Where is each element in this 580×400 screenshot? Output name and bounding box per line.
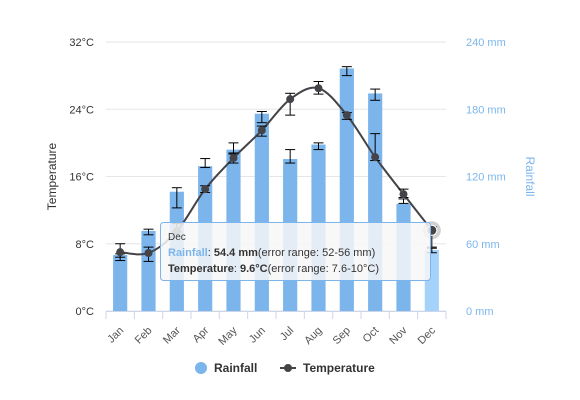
- rainfall-error-bar: [341, 66, 352, 77]
- x-tick-label: Oct: [361, 325, 382, 346]
- tooltip-temperature-range: (error range: 7.6-10°C): [268, 263, 379, 275]
- tooltip-rainfall-value: 54.4 mm: [214, 247, 258, 259]
- tooltip-rainfall-line: Rainfall: 54.4 mm(error range: 52-56 mm): [168, 247, 375, 259]
- rainfall-bar[interactable]: [113, 255, 128, 311]
- rainfall-bar[interactable]: [254, 113, 269, 311]
- tooltip-rainfall-range: (error range: 52-56 mm): [258, 247, 375, 259]
- legend-item-rainfall[interactable]: Rainfall: [195, 361, 257, 375]
- temperature-point[interactable]: [144, 248, 153, 257]
- rainfall-error-bar: [143, 228, 154, 236]
- y-left-tick-label: 16°C: [69, 172, 94, 184]
- temperature-point[interactable]: [201, 185, 210, 194]
- legend-item-temperature[interactable]: Temperature: [280, 361, 375, 375]
- y-right-tick-label: 180 mm: [466, 104, 506, 116]
- y-right-tick-label: 60 mm: [466, 239, 500, 251]
- tooltip: Dec Rainfall: 54.4 mm(error range: 52-56 …: [160, 222, 431, 281]
- y-right-tick-label: 0 mm: [466, 306, 494, 318]
- temperature-point[interactable]: [399, 190, 408, 199]
- temperature-point[interactable]: [257, 126, 266, 135]
- temperature-point[interactable]: [116, 248, 125, 257]
- y-right-tick-label: 240 mm: [466, 37, 506, 49]
- x-tick-label: Sep: [331, 325, 353, 347]
- rainfall-error-bar: [256, 110, 267, 124]
- x-tick-label: Jun: [247, 325, 268, 346]
- y-left-tick-label: 24°C: [69, 104, 94, 116]
- y-right-axis-title: Rainfall: [523, 156, 537, 196]
- legend-rainfall-symbol: [195, 362, 207, 374]
- legend-temperature-symbol: [284, 364, 292, 372]
- x-tick-label: Mar: [161, 324, 183, 346]
- rainfall-error-bar: [370, 88, 381, 101]
- temperature-point[interactable]: [314, 84, 323, 93]
- y-left-tick-label: 0°C: [76, 306, 95, 318]
- legend-rainfall-label: Rainfall: [214, 361, 257, 375]
- y-left-tick-label: 8°C: [76, 239, 95, 251]
- y-left-axis-title: Temperature: [45, 142, 59, 210]
- rainfall-error-bar: [285, 149, 296, 164]
- legend-temperature-label: Temperature: [303, 361, 375, 375]
- tooltip-temperature-line: Temperature: 9.6°C(error range: 7.6-10°C…: [168, 263, 379, 275]
- tooltip-temperature-label: Temperature: [168, 263, 234, 275]
- rainfall-error-bar: [200, 158, 211, 169]
- tooltip-separator: :: [234, 263, 240, 275]
- rainfall-error-bar: [171, 187, 182, 209]
- rainfall-error-bar: [313, 142, 324, 151]
- y-left-tick-label: 32°C: [69, 37, 94, 49]
- x-tick-label: Jan: [105, 325, 126, 346]
- tooltip-box: [160, 222, 431, 281]
- x-tick-label: Aug: [302, 325, 324, 347]
- temperature-point[interactable]: [286, 95, 295, 104]
- legend: Rainfall Temperature: [195, 361, 375, 375]
- tooltip-rainfall-label: Rainfall: [168, 247, 208, 259]
- x-tick-label: Dec: [416, 324, 439, 347]
- tooltip-separator: :: [208, 247, 214, 259]
- temperature-point[interactable]: [229, 154, 238, 163]
- x-tick-label: Apr: [191, 324, 212, 345]
- x-tick-label: Nov: [387, 324, 410, 347]
- temperature-point[interactable]: [371, 153, 380, 162]
- rainfall-bar[interactable]: [141, 230, 156, 311]
- tooltip-category: Dec: [168, 232, 186, 243]
- x-tick-label: May: [216, 324, 240, 348]
- y-right-tick-label: 120 mm: [466, 172, 506, 184]
- temperature-point[interactable]: [342, 111, 351, 120]
- tooltip-temperature-value: 9.6°C: [240, 263, 268, 275]
- x-tick-label: Jul: [278, 325, 296, 343]
- x-tick-label: Feb: [133, 325, 155, 347]
